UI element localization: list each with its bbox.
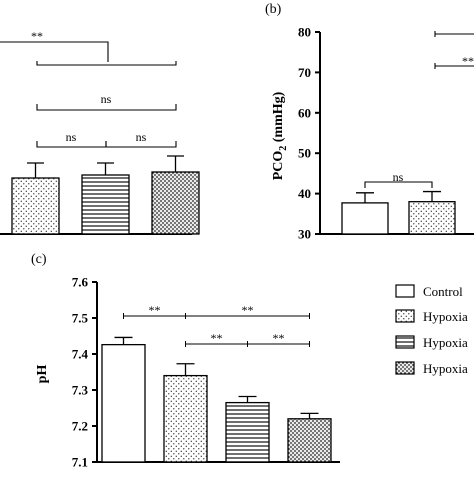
legend-label: Hypoxia xyxy=(423,309,468,324)
panel-c-y-tick-label: 7.2 xyxy=(72,419,88,434)
legend-item: Hypoxia xyxy=(395,335,468,350)
bar-b-2 xyxy=(408,201,456,235)
sig-bracket-a-1 xyxy=(0,41,109,62)
legend-item: Hypoxia xyxy=(395,309,468,324)
sig-label-a-2: ns xyxy=(101,92,112,106)
sig-label-c-3: ** xyxy=(211,331,223,345)
sig-label-c-4: ** xyxy=(273,331,285,345)
legend-item: Hypoxia xyxy=(395,361,468,376)
panel-b-tag: (b) xyxy=(265,2,282,17)
panel-c-y-tick-label: 7.3 xyxy=(72,383,89,398)
sig-label-b-1: ns xyxy=(393,170,404,184)
panel-c-significance: ** ** ** ** xyxy=(123,303,310,347)
panel-c-y-tick-label: 7.1 xyxy=(72,455,88,470)
bar-a-3 xyxy=(151,171,200,235)
legend-label: Hypoxia xyxy=(423,361,468,376)
sig-label-c-1: ** xyxy=(149,303,161,317)
panel-b-y-axis-label: PCO2 (mmHg) xyxy=(271,91,289,180)
error-bar-a-1 xyxy=(27,162,44,178)
bar-a-2 xyxy=(81,174,130,235)
error-bar-c-2 xyxy=(176,363,195,376)
panel-a: ** ns ns ns xyxy=(0,29,200,235)
error-bar-a-3 xyxy=(167,155,184,172)
panel-c-y-axis-label: pH xyxy=(35,365,50,384)
panel-b-y-tick-label: 70 xyxy=(298,65,311,80)
sig-bracket-c-2 xyxy=(185,313,310,319)
panel-b: (b) PCO2 (mmHg) 30 40 50 60 70 80 ns ** xyxy=(265,2,474,242)
error-bar-c-3 xyxy=(238,395,257,403)
sig-label-a-4: ns xyxy=(136,130,147,144)
panel-b-y-tick-label: 50 xyxy=(298,146,311,161)
bar-c-3 xyxy=(225,401,270,463)
bar-b-1 xyxy=(341,202,389,235)
sig-bracket-a-2 xyxy=(36,61,177,66)
sig-label-c-2: ** xyxy=(242,303,254,317)
legend-swatch xyxy=(395,361,415,375)
panel-b-y-tick-label: 60 xyxy=(298,105,311,120)
sig-bracket-a-4 xyxy=(36,141,177,148)
legend-swatch xyxy=(395,284,415,298)
bar-a-1 xyxy=(11,177,60,235)
bar-c-4 xyxy=(287,418,332,463)
sig-label-a-3: ns xyxy=(66,130,77,144)
panel-b-y-tick-label: 30 xyxy=(298,227,311,242)
error-bar-b-2 xyxy=(423,190,441,202)
sig-label-b-2: ** xyxy=(462,54,474,68)
legend-label: Control xyxy=(423,284,463,299)
legend: Control Hypoxia Hypoxia Hypoxia xyxy=(395,284,468,376)
sig-bracket-c-4 xyxy=(247,341,310,347)
error-bar-a-2 xyxy=(97,162,114,175)
legend-item: Control xyxy=(395,284,463,299)
sig-bracket-b-1 xyxy=(364,181,433,188)
legend-swatch xyxy=(395,335,415,349)
legend-label: Hypoxia xyxy=(423,335,468,350)
error-bar-b-1 xyxy=(356,192,374,203)
panel-c-y-tick-label: 7.5 xyxy=(72,311,89,326)
error-bar-c-1 xyxy=(114,336,133,345)
panel-b-y-tick-label: 40 xyxy=(298,186,311,201)
sig-bracket-a-3 xyxy=(36,104,177,111)
error-bar-c-4 xyxy=(300,412,319,419)
legend-swatch xyxy=(395,309,415,323)
bar-c-2 xyxy=(163,374,208,463)
bar-c-1 xyxy=(101,343,146,463)
panel-c-y-tick-label: 7.6 xyxy=(72,275,89,290)
panel-c-y-tick-label: 7.4 xyxy=(72,347,89,362)
sig-label-a-1: ** xyxy=(31,29,43,43)
panel-b-y-tick-label: 80 xyxy=(298,25,311,40)
panel-c-tag: (c) xyxy=(31,252,47,267)
panel-c: (c) pH 7.1 7.2 7.3 7.4 7.5 7.6 ** ** ** ** xyxy=(31,252,340,470)
